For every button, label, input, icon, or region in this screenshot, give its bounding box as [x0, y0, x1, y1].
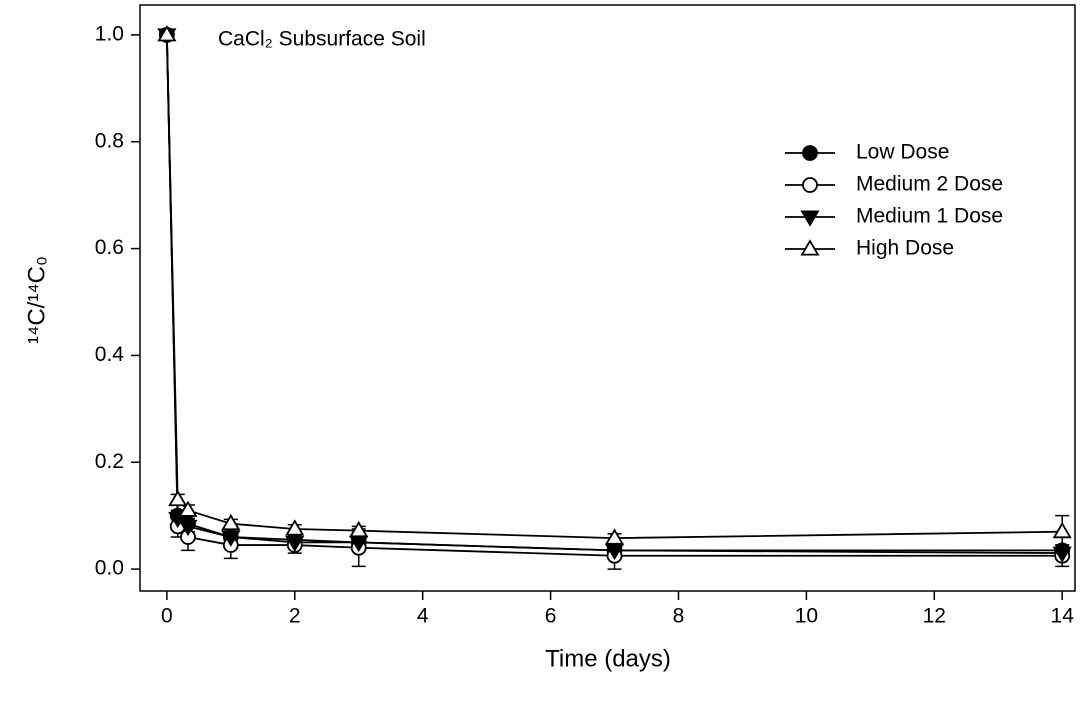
legend-marker — [800, 210, 820, 227]
legend-label: High Dose — [856, 237, 954, 260]
x-tick-label: 4 — [417, 605, 429, 628]
data-point — [221, 513, 241, 531]
legend-marker — [800, 239, 820, 256]
x-tick-label: 8 — [673, 605, 685, 628]
data-point — [1052, 521, 1072, 539]
x-tick-label: 6 — [545, 605, 557, 628]
series-line — [165, 34, 1063, 540]
data-point — [157, 25, 177, 42]
y-axis-label: ¹⁴C/¹⁴C₀ — [23, 256, 50, 344]
data-point — [285, 519, 305, 536]
series-line — [165, 34, 1063, 554]
x-tick-label: 14 — [1051, 605, 1075, 628]
data-point — [349, 520, 369, 538]
y-tick-label: 0.0 — [95, 557, 124, 580]
data-point — [168, 489, 188, 507]
x-tick-label: 12 — [923, 605, 946, 628]
data-point — [285, 535, 305, 553]
legend-label: Medium 1 Dose — [856, 205, 1003, 228]
legend-label: Low Dose — [856, 141, 949, 164]
x-tick-label: 0 — [161, 605, 173, 628]
y-tick-label: 0.4 — [95, 343, 125, 366]
data-point — [1052, 546, 1072, 563]
legend-label: Medium 2 Dose — [856, 173, 1003, 196]
x-tick-label: 10 — [795, 605, 818, 628]
y-tick-label: 0.6 — [95, 236, 124, 259]
x-tick-label: 2 — [289, 605, 301, 628]
series-line — [165, 34, 1063, 557]
legend-marker — [802, 177, 818, 193]
y-tick-label: 0.8 — [95, 129, 124, 152]
y-tick-label: 1.0 — [95, 22, 124, 45]
chart-title: CaCl₂ Subsurface Soil — [218, 28, 426, 51]
data-point — [604, 528, 625, 545]
x-axis-label: Time (days) — [545, 645, 671, 672]
legend-marker — [802, 145, 818, 161]
data-point — [178, 519, 198, 537]
plot-frame — [139, 4, 1076, 592]
y-tick-label: 0.2 — [95, 450, 124, 473]
data-point — [221, 530, 241, 547]
data-point — [604, 543, 625, 561]
data-point — [178, 500, 198, 517]
series-line — [165, 34, 1063, 552]
